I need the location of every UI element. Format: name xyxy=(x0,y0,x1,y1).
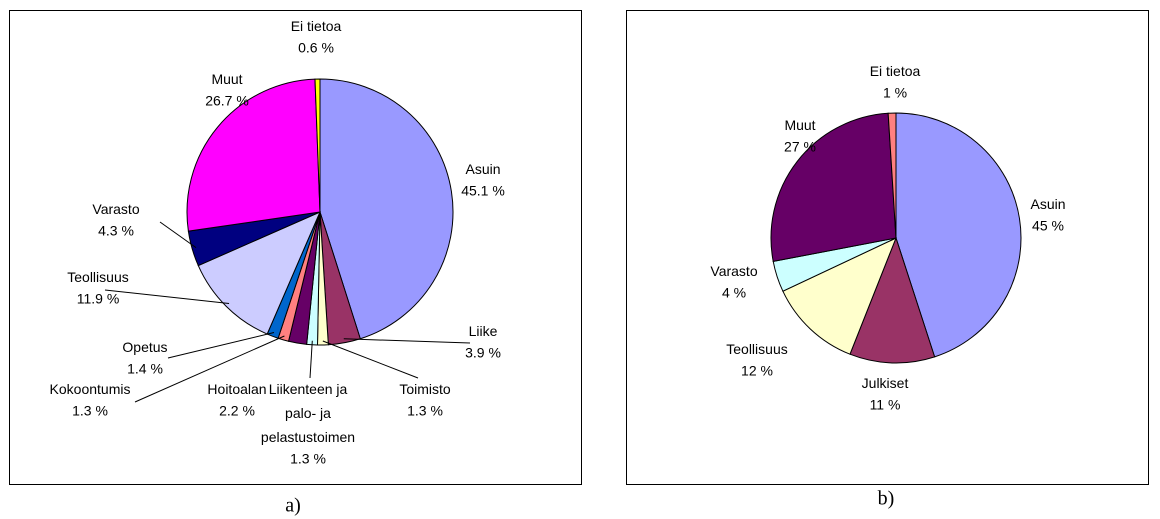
slice-label: Teollisuus xyxy=(726,341,787,357)
leader-line xyxy=(104,289,230,305)
slice-label: Liikenteen ja palo- ja pelastustoimen xyxy=(261,381,355,445)
label-line: Ei tietoa xyxy=(291,18,342,34)
slice-value-label: 4 % xyxy=(722,285,746,301)
slice-label: Liike xyxy=(469,323,498,339)
slice-value-label: 26.7 % xyxy=(205,93,249,109)
leader-line xyxy=(134,335,285,403)
slice-label: Varasto xyxy=(710,263,757,279)
slice-label: Ei tietoa xyxy=(870,63,921,79)
label-line: Asuin xyxy=(1030,196,1065,212)
pie-slice xyxy=(770,112,897,263)
label-line: Kokoontumis xyxy=(50,381,131,397)
slice-value-label: 12 % xyxy=(741,363,773,379)
slice-value-label: 1.4 % xyxy=(127,361,163,377)
label-line: Toimisto xyxy=(399,381,451,397)
label-line: Asuin xyxy=(465,161,500,177)
label-line: Julkiset xyxy=(862,375,909,391)
leader-line xyxy=(322,340,419,379)
label-line: Muut xyxy=(784,117,815,133)
pie-slice xyxy=(849,236,936,364)
label-line: pelastustoimen xyxy=(261,429,355,445)
pie-slice xyxy=(314,78,321,213)
slice-label: Toimisto xyxy=(399,381,451,397)
slice-label: Opetus xyxy=(122,339,167,355)
leader-line xyxy=(159,221,197,249)
label-line: Liikenteen ja xyxy=(269,381,348,397)
slice-value-label: 1.3 % xyxy=(407,403,443,419)
slice-label: Varasto xyxy=(92,201,139,217)
label-line: Liike xyxy=(469,323,498,339)
slice-value-label: 11.9 % xyxy=(77,291,120,307)
slice-label: Hoitoalan xyxy=(207,381,266,397)
label-line: Teollisuus xyxy=(726,341,787,357)
label-line: Opetus xyxy=(122,339,167,355)
leader-line xyxy=(167,332,275,359)
label-line: Teollisuus xyxy=(67,269,128,285)
slice-value-label: 4.3 % xyxy=(98,223,134,239)
slice-value-label: 45 % xyxy=(1032,218,1064,234)
slice-value-label: 2.2 % xyxy=(219,403,255,419)
slice-value-label: 3.9 % xyxy=(465,345,501,361)
label-line: Hoitoalan xyxy=(207,381,266,397)
caption: b) xyxy=(878,488,895,510)
label-line: Varasto xyxy=(92,201,139,217)
slice-label: Julkiset xyxy=(862,375,909,391)
slice-value-label: 27 % xyxy=(784,139,816,155)
pie-slice xyxy=(895,112,1022,358)
pie-slice xyxy=(319,78,454,340)
label-line: Muut xyxy=(211,71,242,87)
slice-label: Ei tietoa xyxy=(291,18,342,34)
slice-value-label: 1.3 % xyxy=(290,451,326,467)
slice-label: Teollisuus xyxy=(67,269,128,285)
label-line: Ei tietoa xyxy=(870,63,921,79)
label-line: palo- ja xyxy=(285,405,331,421)
slice-label: Kokoontumis xyxy=(50,381,131,397)
slice-value-label: 45.1 % xyxy=(461,183,505,199)
pie-slice xyxy=(186,78,321,232)
slice-label: Muut xyxy=(784,117,815,133)
leader-line xyxy=(343,338,471,344)
pie-slice xyxy=(887,112,897,239)
slice-label: Asuin xyxy=(465,161,500,177)
slice-value-label: 1.3 % xyxy=(72,403,108,419)
pie-slice xyxy=(782,237,897,355)
label-line: Varasto xyxy=(710,263,757,279)
slice-value-label: 1 % xyxy=(883,85,907,101)
slice-label: Muut xyxy=(211,71,242,87)
slice-value-label: 0.6 % xyxy=(298,40,334,56)
leader-line xyxy=(309,340,313,379)
caption: a) xyxy=(285,495,301,517)
slice-label: Asuin xyxy=(1030,196,1065,212)
slice-value-label: 11 % xyxy=(870,397,901,413)
